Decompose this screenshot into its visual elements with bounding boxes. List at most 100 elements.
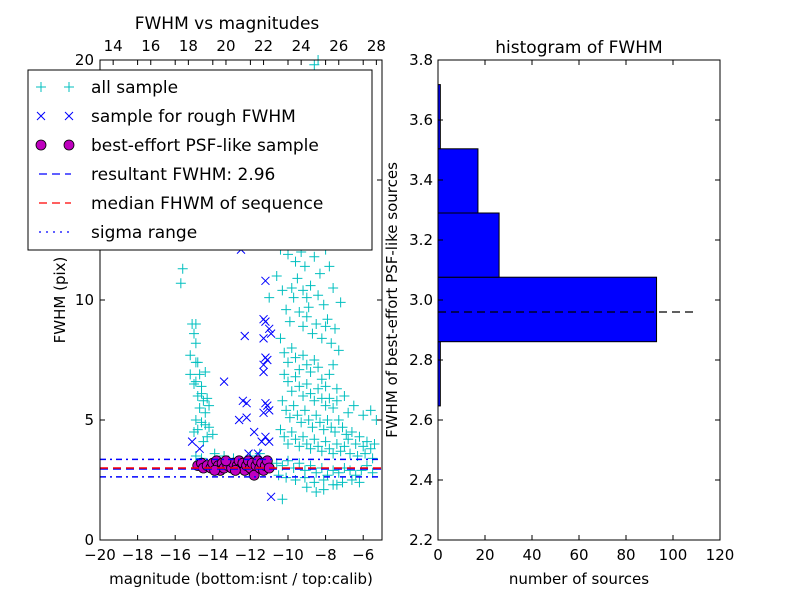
data-point	[309, 395, 320, 406]
data-point	[296, 417, 307, 428]
data-point	[303, 415, 314, 425]
data-point	[316, 333, 327, 344]
data-point	[305, 367, 316, 377]
scatter-marks	[175, 55, 382, 505]
data-point	[190, 376, 201, 387]
data-point	[261, 432, 270, 442]
data-point	[283, 357, 293, 368]
data-point	[301, 292, 312, 303]
y-tick-label: 0	[84, 531, 94, 549]
data-point	[294, 381, 305, 392]
data-point	[277, 494, 288, 505]
data-point	[190, 319, 201, 329]
data-point	[318, 299, 329, 310]
data-point	[320, 400, 331, 411]
data-point	[200, 407, 211, 418]
data-point	[311, 319, 322, 329]
data-point	[290, 434, 301, 445]
data-point	[303, 302, 314, 313]
top-tick-label: 22	[254, 37, 273, 55]
data-point	[288, 400, 299, 411]
data-point	[318, 475, 329, 485]
data-point	[330, 323, 340, 334]
data-point	[335, 297, 346, 308]
data-point	[313, 383, 324, 394]
data-point	[322, 415, 333, 425]
legend-marker-icon	[63, 139, 75, 151]
x-tick-label: −10	[272, 546, 304, 564]
data-point	[194, 403, 205, 413]
data-point	[279, 369, 290, 380]
y-tick-label: 5	[84, 411, 94, 429]
data-point	[328, 359, 339, 370]
data-point	[299, 405, 310, 416]
legend-marker-icon	[36, 111, 46, 121]
x-tick-label: −6	[352, 546, 374, 564]
data-point	[330, 427, 340, 437]
data-point	[328, 283, 339, 293]
y-tick-label: 10	[75, 291, 94, 309]
data-point	[309, 355, 320, 365]
y-tick-label: 20	[75, 51, 94, 69]
data-point	[328, 448, 339, 459]
y-tick-label: 2.6	[409, 411, 433, 429]
data-point	[331, 439, 342, 449]
data-point	[324, 369, 335, 380]
data-point	[298, 431, 309, 442]
data-point	[331, 395, 342, 406]
data-point	[264, 406, 274, 415]
data-point	[294, 458, 305, 469]
legend-marker-icon	[36, 82, 46, 92]
x-tick-label: −16	[159, 546, 191, 564]
data-point	[177, 263, 188, 274]
data-point	[234, 415, 244, 425]
data-point	[348, 400, 359, 411]
data-point	[345, 448, 356, 459]
legend-label: sigma range	[91, 223, 197, 243]
data-point	[292, 273, 303, 284]
top-tick-label: 26	[329, 37, 348, 55]
x-tick-label: 0	[433, 546, 443, 564]
data-point	[316, 374, 327, 385]
data-point	[320, 321, 331, 332]
data-point	[271, 271, 282, 281]
data-point	[367, 453, 378, 464]
data-point	[189, 379, 199, 389]
y-ticks: 2.2 2.4 2.6 2.8 3.0 3.2 3.4 3.6 3.8	[409, 51, 720, 549]
y-tick-label: 3.8	[409, 51, 433, 69]
data-point	[309, 251, 320, 262]
data-point	[301, 311, 312, 322]
data-point	[309, 434, 320, 445]
data-point	[346, 427, 357, 437]
data-point	[337, 477, 348, 488]
x-tick-label: 20	[475, 546, 494, 564]
data-point	[262, 401, 272, 410]
data-point	[358, 410, 369, 421]
data-point	[311, 467, 322, 478]
data-point	[343, 434, 354, 445]
data-point	[240, 331, 250, 341]
scatter-ylabel: FWHM (pix)	[51, 257, 69, 344]
data-point	[290, 371, 301, 382]
data-point	[328, 465, 339, 476]
x-tick-label: −14	[197, 546, 229, 564]
data-point	[283, 376, 293, 387]
legend-entry: best-effort PSF-like sample	[35, 136, 319, 156]
data-point	[277, 285, 288, 296]
data-point	[320, 381, 331, 392]
data-point	[301, 359, 312, 370]
data-point	[356, 465, 367, 476]
legend-entry: sigma range	[39, 223, 197, 243]
data-point	[204, 422, 215, 433]
top-tick-label: 14	[104, 37, 123, 55]
data-point	[313, 362, 324, 373]
data-point	[264, 292, 275, 303]
data-point	[279, 431, 290, 442]
series-all-sample	[175, 55, 382, 505]
legend-entry: sample for rough FWHM	[36, 107, 296, 127]
histogram-title: histogram of FWHM	[495, 38, 662, 58]
data-point	[313, 290, 324, 301]
top-tick-label: 18	[179, 37, 198, 55]
data-point	[194, 369, 205, 380]
